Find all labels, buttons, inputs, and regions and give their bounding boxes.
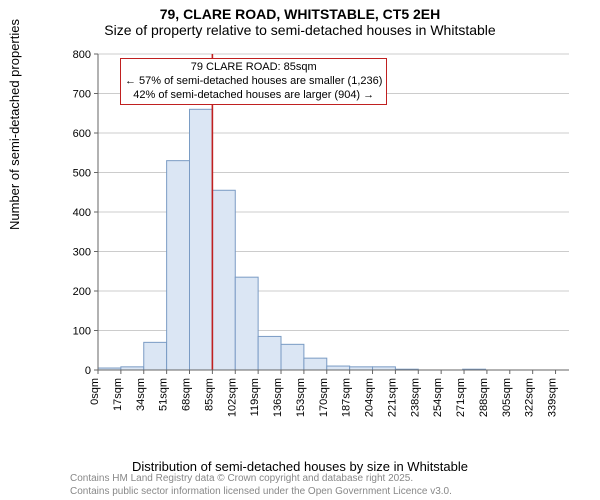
svg-text:17sqm: 17sqm — [112, 378, 124, 411]
callout-line-3: 42% of semi-detached houses are larger (… — [125, 89, 382, 103]
svg-text:170sqm: 170sqm — [318, 378, 330, 417]
svg-text:221sqm: 221sqm — [386, 378, 398, 417]
svg-text:153sqm: 153sqm — [295, 378, 307, 417]
reference-callout: 79 CLARE ROAD: 85sqm ← 57% of semi-detac… — [120, 58, 387, 105]
title-block: 79, CLARE ROAD, WHITSTABLE, CT5 2EH Size… — [0, 0, 600, 38]
footer-line-2: Contains public sector information licen… — [70, 486, 452, 499]
svg-text:322sqm: 322sqm — [524, 378, 536, 417]
svg-text:300: 300 — [73, 247, 91, 259]
svg-text:204sqm: 204sqm — [364, 378, 376, 417]
callout-line-1: 79 CLARE ROAD: 85sqm — [125, 61, 382, 75]
x-axis-label: Distribution of semi-detached houses by … — [0, 459, 600, 474]
svg-text:119sqm: 119sqm — [249, 378, 261, 416]
svg-text:288sqm: 288sqm — [478, 378, 490, 417]
svg-text:238sqm: 238sqm — [409, 378, 421, 417]
footer-attribution: Contains HM Land Registry data © Crown c… — [70, 473, 452, 498]
svg-text:85sqm: 85sqm — [203, 378, 215, 411]
callout-line-2: ← 57% of semi-detached houses are smalle… — [125, 75, 382, 89]
svg-text:34sqm: 34sqm — [135, 378, 147, 411]
svg-text:51sqm: 51sqm — [158, 378, 170, 411]
svg-text:800: 800 — [73, 49, 91, 61]
title-line-2: Size of property relative to semi-detach… — [0, 22, 600, 38]
svg-text:254sqm: 254sqm — [432, 378, 444, 417]
y-axis-label: Number of semi-detached properties — [7, 19, 22, 230]
svg-text:700: 700 — [73, 89, 91, 101]
svg-text:271sqm: 271sqm — [455, 378, 467, 417]
svg-text:100: 100 — [73, 326, 91, 338]
svg-text:0sqm: 0sqm — [89, 378, 101, 405]
svg-text:102sqm: 102sqm — [226, 378, 238, 417]
svg-text:200: 200 — [73, 286, 91, 298]
chart-container: 79, CLARE ROAD, WHITSTABLE, CT5 2EH Size… — [0, 0, 600, 500]
svg-text:600: 600 — [73, 128, 91, 140]
svg-text:187sqm: 187sqm — [341, 378, 353, 417]
title-line-1: 79, CLARE ROAD, WHITSTABLE, CT5 2EH — [0, 6, 600, 22]
svg-text:136sqm: 136sqm — [272, 378, 284, 417]
svg-text:0: 0 — [85, 365, 91, 377]
svg-text:400: 400 — [73, 207, 91, 219]
footer-line-1: Contains HM Land Registry data © Crown c… — [70, 473, 452, 486]
svg-text:305sqm: 305sqm — [501, 378, 513, 417]
svg-text:68sqm: 68sqm — [181, 378, 193, 411]
svg-text:500: 500 — [73, 168, 91, 180]
svg-text:339sqm: 339sqm — [547, 378, 559, 417]
